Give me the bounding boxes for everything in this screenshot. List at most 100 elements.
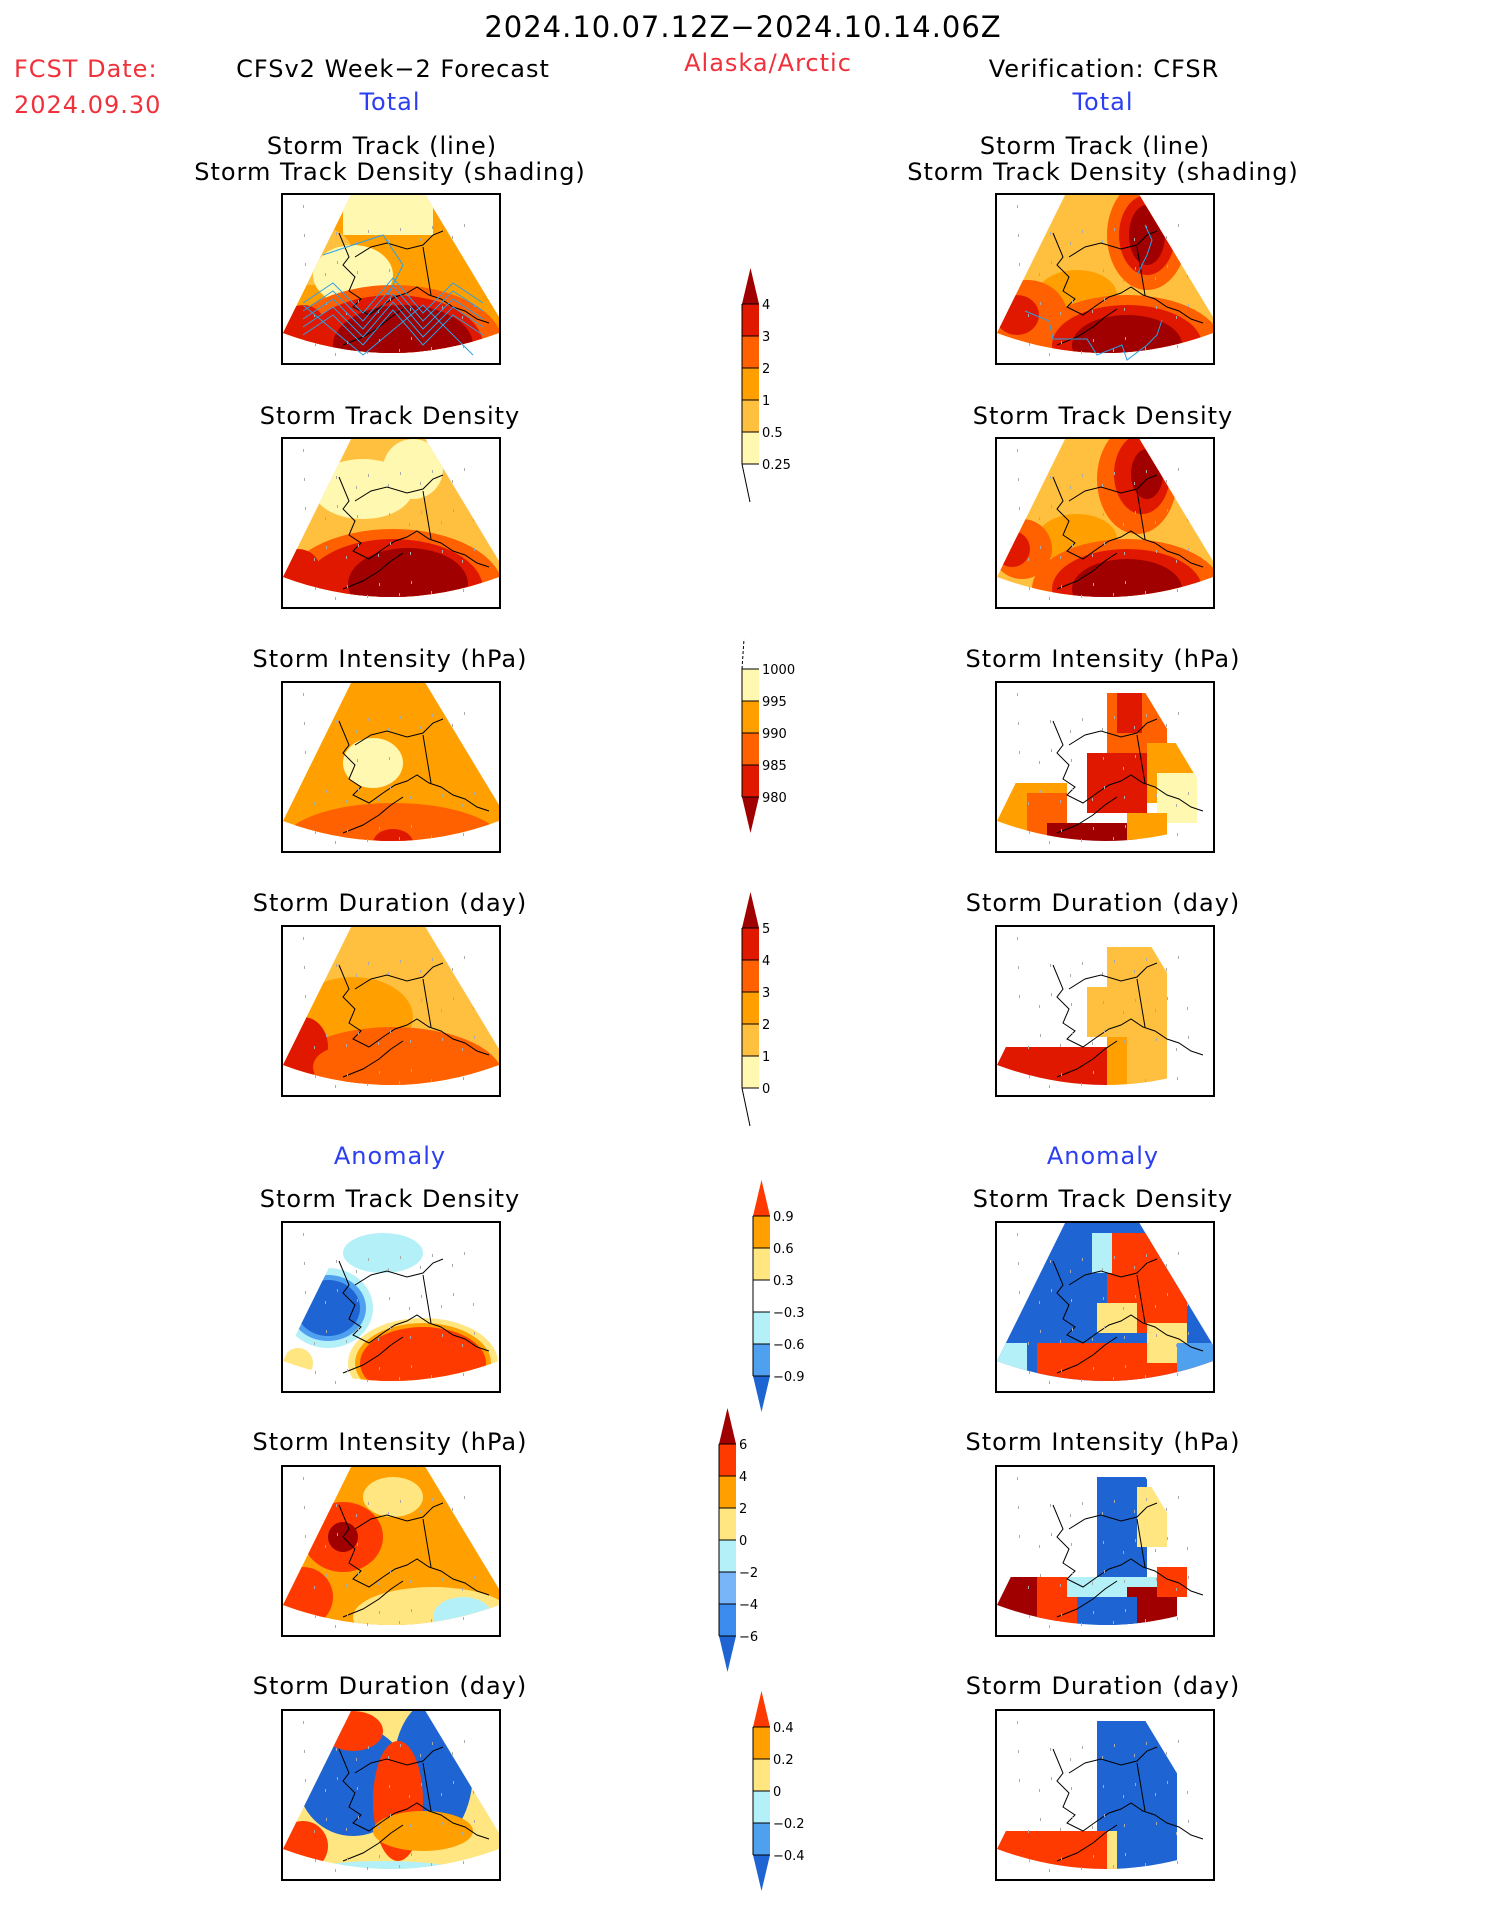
colorbar-tick-label: 3 [762,330,770,345]
map-left-anomaly-storm-intensity [281,1465,501,1637]
shaded-field [1117,693,1142,733]
colorbar-tick-label: 0.3 [773,1274,794,1289]
colorbar-tick-label: 0.25 [762,458,791,473]
colorbar-segment [753,1791,770,1823]
right-total-label: Total [1072,88,1134,116]
coastline [1052,230,1204,346]
coastline [338,962,490,1078]
shaded-field [1087,987,1127,1037]
colorbar-tick-label: 0.5 [762,426,783,441]
shaded-field [296,1280,360,1336]
shaded-field [383,439,443,499]
shaded-field [343,195,433,235]
coastline [1052,1258,1204,1374]
right-panel-2-title: Storm Track Density [972,402,1234,430]
colorbar-segment [742,701,759,733]
colorbar-segment [742,432,759,464]
colorbar-segment [742,733,759,765]
shaded-field [333,305,473,353]
left-anomaly-label: Anomaly [333,1142,447,1170]
colorbar-tick-label: 5 [762,922,770,937]
map-left-storm-track-density-with-tracks [281,193,501,365]
colorbar-tick-label: −0.2 [773,1817,805,1832]
colorbar-tick-label: 0 [762,1082,770,1097]
coastline [1052,474,1204,590]
map-right-anomaly-storm-track-density [995,1221,1215,1393]
colorbar-segment [742,928,759,960]
left-panel-7-title: Storm Duration (day) [252,1672,528,1700]
right-panel-1-title-line2: Storm Track Density (shading) [907,158,1299,186]
colorbar-segment [753,1344,770,1376]
colorbar-tick-label: 2 [762,362,770,377]
shaded-field [1131,449,1163,499]
shaded-field [373,1811,473,1851]
shaded-field [348,548,468,597]
colorbar-tick-label: 4 [762,298,770,313]
map-left-storm-track-density [281,437,501,609]
right-panel-7-title: Storm Duration (day) [965,1672,1241,1700]
colorbar-tick-label: 0.9 [773,1210,794,1225]
colorbar-tick-label: 4 [739,1470,747,1485]
left-panel-6-title: Storm Intensity (hPa) [252,1428,528,1456]
colorbar-min-extension [753,1376,770,1412]
map-left-anomaly-storm-duration [281,1709,501,1881]
colorbar-tick-label: 6 [739,1438,747,1453]
coastline [338,1502,490,1618]
right-panel-3-title: Storm Intensity (hPa) [965,645,1241,673]
right-panel-4-title: Storm Duration (day) [965,889,1241,917]
shaded-field [343,738,403,788]
left-total-label: Total [359,88,421,116]
map-right-storm-intensity [995,681,1215,853]
shaded-field [1157,1567,1187,1597]
shaded-field [997,1047,1107,1085]
shaded-field [363,1477,423,1517]
shaded-field [313,1047,373,1085]
colorbar-tick-label: −2 [739,1566,758,1581]
colorbar-segment [742,669,759,701]
shaded-field [373,829,413,841]
left-panel-3-title: Storm Intensity (hPa) [252,645,528,673]
colorbar-segment [719,1572,736,1604]
shaded-field [283,803,499,841]
shaded-field [1077,1597,1137,1625]
map-right-storm-track-density-with-tracks [995,193,1215,365]
left-panel-5-title: Storm Track Density [259,1185,521,1213]
colorbar-max-extension [753,1691,770,1727]
coastline [338,474,490,590]
colorbar-segment [719,1444,736,1476]
map-right-storm-track-density [995,437,1215,609]
colorbar-max-extension [742,268,759,304]
left-panel-2-title: Storm Track Density [259,402,521,430]
colorbar-segment [742,368,759,400]
colorbar-tick-label: 0 [739,1534,747,1549]
colorbar-tick-label: 1 [762,394,770,409]
colorbar-tick-label: 4 [762,954,770,969]
shaded-field [1177,1343,1213,1373]
shaded-field [1037,1343,1147,1381]
map-right-anomaly-storm-intensity [995,1465,1215,1637]
storm-track-lines [302,234,484,356]
coastline [1052,1502,1204,1618]
colorbar-segment [753,1280,770,1312]
fcst-date-label: FCST Date: [14,55,158,83]
shaded-field [1137,1487,1167,1547]
colorbar-tick-label: 985 [762,759,787,774]
colorbar-tick-label: −0.6 [773,1338,805,1353]
shaded-field [1092,1233,1112,1273]
colorbar-tick-label: 995 [762,695,787,710]
fcst-date-value: 2024.09.30 [14,91,162,119]
colorbar-tick-label: 0 [773,1785,781,1800]
colorbar-max-extension [719,1408,736,1444]
colorbar-segment [719,1540,736,1572]
shaded-field [1127,813,1167,841]
shaded-field [1087,753,1147,813]
right-anomaly-label: Anomaly [1046,1142,1160,1170]
shaded-field [1072,315,1182,353]
left-panel-1-title-line1: Storm Track (line) [266,132,498,160]
storm-track-lines [1024,224,1163,361]
colorbar-tick-label: 0.2 [773,1753,794,1768]
colorbar-tick-label: 1 [762,1050,770,1065]
left-panel-4-title: Storm Duration (day) [252,889,528,917]
colorbar-segment [719,1508,736,1540]
right-panel-5-title: Storm Track Density [972,1185,1234,1213]
